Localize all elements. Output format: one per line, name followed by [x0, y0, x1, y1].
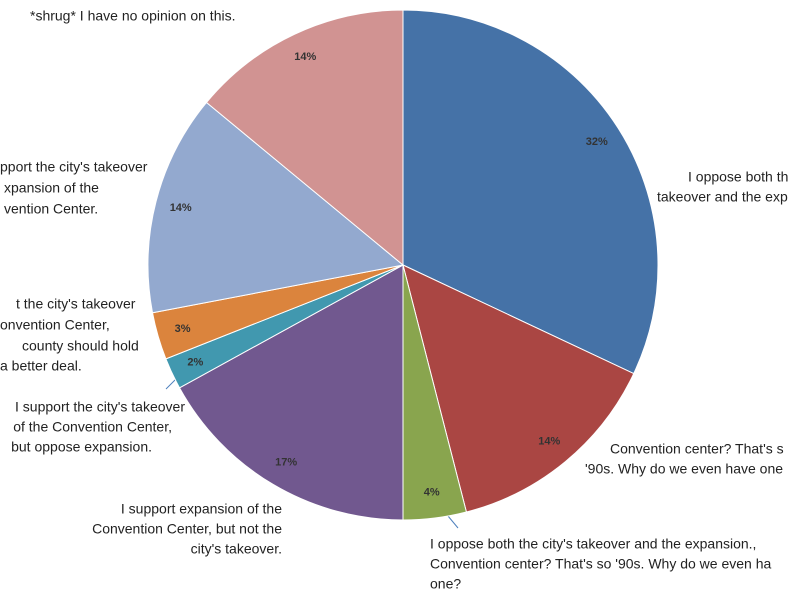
category-label: I oppose both the city's takeover and th…: [430, 536, 756, 552]
category-label: one?: [430, 576, 461, 592]
category-label: county should hold: [22, 338, 139, 354]
category-label: of the Convention Center,: [13, 419, 172, 435]
pie-slice: [402, 9, 659, 375]
category-label: *shrug* I have no opinion on this.: [30, 8, 235, 24]
pie-slice: [402, 264, 635, 513]
percent-label: 2%: [187, 357, 203, 369]
category-label: t the city's takeover: [16, 296, 136, 312]
category-label: Convention center? That's s: [610, 441, 784, 457]
percent-label: 14%: [538, 436, 560, 448]
category-label: takeover and the exp: [657, 189, 788, 205]
category-label: pport the city's takeover: [0, 159, 148, 175]
category-label: but oppose expansion.: [11, 439, 152, 455]
category-label: vention Center.: [4, 201, 98, 217]
category-label: Convention center? That's so '90s. Why d…: [430, 556, 771, 572]
percent-label: 14%: [294, 51, 316, 63]
category-label: a better deal.: [0, 358, 82, 374]
leader-line: [447, 515, 459, 529]
percent-label: 14%: [170, 202, 192, 214]
percent-label: 3%: [175, 323, 191, 335]
percent-label: 4%: [424, 487, 440, 499]
category-label: xpansion of the: [4, 180, 99, 196]
category-label: onvention Center,: [0, 317, 110, 333]
pie-slice: [178, 264, 404, 521]
category-label: Convention Center, but not the: [92, 521, 282, 537]
category-label: I support expansion of the: [121, 501, 282, 517]
pie-slice: [147, 101, 405, 314]
category-label: '90s. Why do we even have one: [585, 461, 783, 477]
percent-label: 32%: [586, 136, 608, 148]
category-label: I oppose both th: [688, 169, 788, 185]
category-label: I support the city's takeover: [15, 399, 185, 415]
pie-slice: [205, 9, 404, 267]
percent-label: 17%: [275, 456, 297, 468]
category-label: city's takeover.: [191, 541, 282, 557]
